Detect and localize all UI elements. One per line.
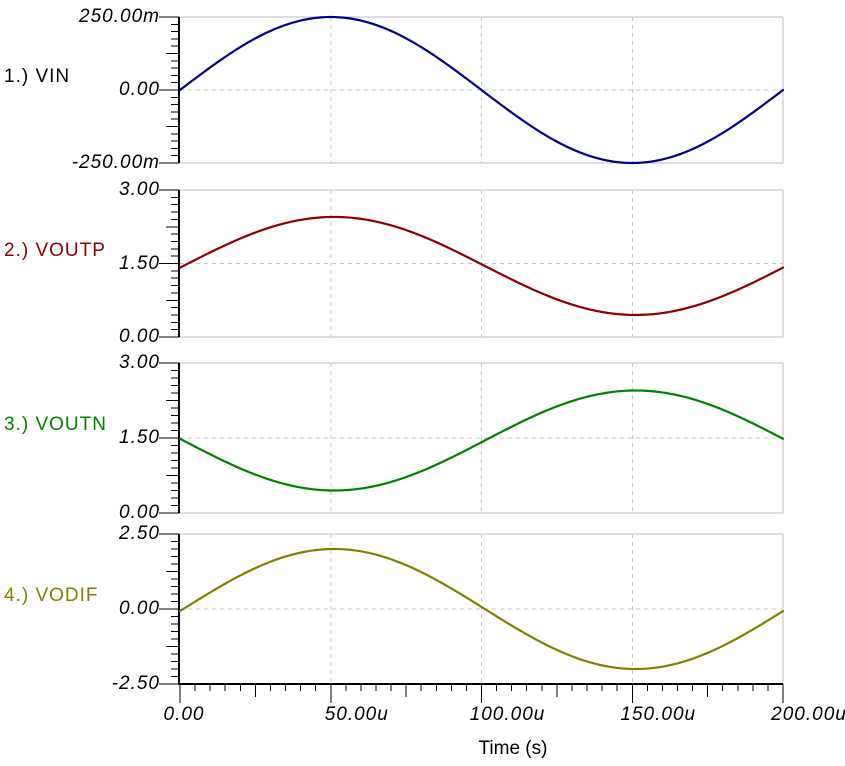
trace-label-voutp: 2.) VOUTP <box>4 239 106 261</box>
x-axis-title: Time (s) <box>478 738 548 759</box>
y-tick-label: 0.00 <box>119 79 160 100</box>
y-tick-label: 1.50 <box>119 427 160 448</box>
waveform-curve-vin <box>178 15 785 165</box>
y-tick-label: 2.50 <box>119 523 160 544</box>
trace-label-vin: 1.) VIN <box>4 66 71 87</box>
y-tick-label: 0.00 <box>119 326 160 347</box>
y-tick-label: 3.00 <box>119 352 160 373</box>
y-tick-label: 1.50 <box>119 252 160 274</box>
x-tick-label: 50.00u <box>324 704 389 725</box>
x-tick-label: 0.00 <box>163 704 205 725</box>
y-tick-label: -250.00m <box>71 152 160 173</box>
x-tick-label: 150.00u <box>620 704 697 725</box>
waveform-curve-voutn <box>178 389 785 492</box>
y-tick-label: -2.50 <box>111 673 160 694</box>
waveform-curve-vodif <box>178 547 785 671</box>
x-tick-label: 200.00u <box>771 704 845 725</box>
y-tick-label: 250.00m <box>79 6 160 27</box>
x-tick-label: 100.00u <box>469 704 546 725</box>
trace-label-vodif: 4.) VODIF <box>4 585 99 606</box>
waveform-curve-voutp <box>178 215 785 317</box>
y-tick-label: 0.00 <box>119 502 160 523</box>
y-tick-label: 0.00 <box>119 598 160 619</box>
y-tick-label: 3.00 <box>119 179 160 200</box>
trace-label-voutn: 3.) VOUTN <box>4 414 107 435</box>
